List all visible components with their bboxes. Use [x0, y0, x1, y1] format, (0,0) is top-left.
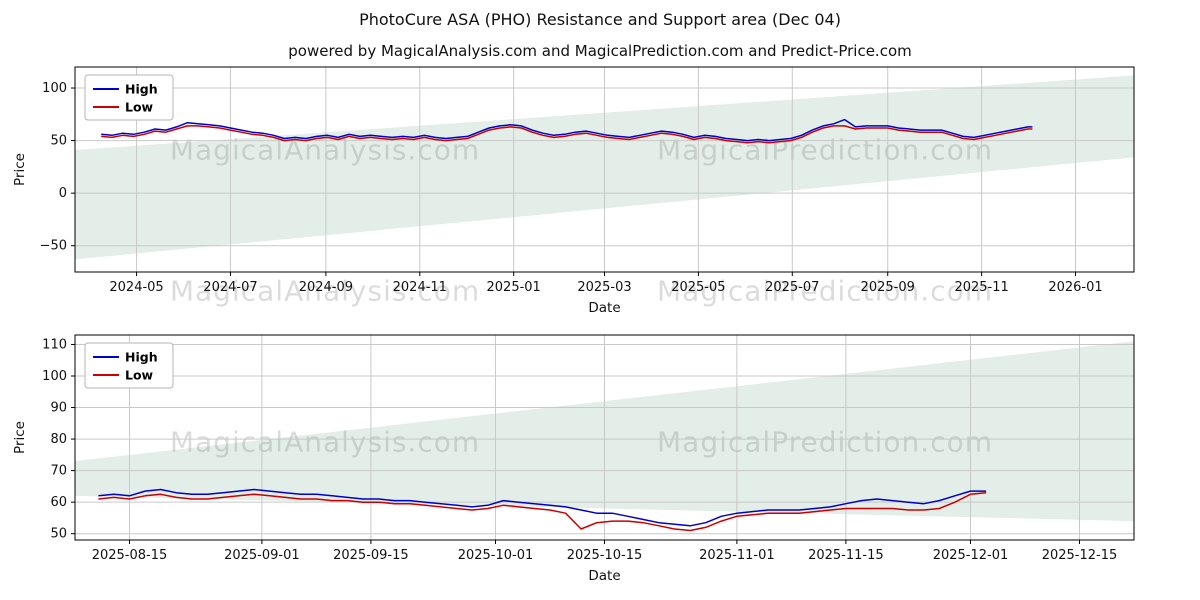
- plot-border: [74, 66, 1135, 273]
- bottom-price-chart: 2025-08-15 2025-09-01 2025-09-15 2025-10-01…: [12, 334, 1135, 584]
- low-line: [98, 491, 987, 532]
- x-tick-label: 2025-07: [765, 280, 819, 295]
- legend: High Low: [84, 342, 174, 389]
- x-tick-label: 2025-09-01: [224, 548, 300, 563]
- legend-box: [84, 342, 174, 389]
- y-tick-label: 80: [50, 432, 67, 447]
- y-axis-label: Price: [12, 153, 28, 186]
- x-tick-label: 2024-09: [299, 280, 353, 295]
- x-axis-label: Date: [588, 568, 620, 584]
- x-tick-label: 2026-01: [1048, 280, 1102, 295]
- x-tick-label: 2025-09: [861, 280, 915, 295]
- high-line: [98, 488, 987, 527]
- x-tick-label: 2024-05: [109, 280, 163, 295]
- chart-title: PhotoCure ASA (PHO) Resistance and Suppo…: [359, 10, 841, 29]
- x-tick-label: 2025-05: [671, 280, 725, 295]
- watermark-analysis: MagicalAnalysis.com: [170, 426, 480, 459]
- x-tick-label: 2025-01: [487, 280, 541, 295]
- legend-high-label: High: [125, 82, 158, 97]
- y-tick-label: 50: [50, 134, 67, 149]
- low-line: [101, 125, 1033, 144]
- y-tick-label: 70: [50, 464, 67, 479]
- y-axis-label: Price: [12, 421, 28, 454]
- x-tick-label: 2024-07: [203, 280, 257, 295]
- legend-high-label: High: [125, 350, 158, 365]
- y-tick-label: 110: [42, 337, 67, 352]
- x-axis-label: Date: [588, 300, 620, 316]
- x-tick-label: 2025-10-01: [458, 548, 534, 563]
- x-tick-label: 2025-09-15: [333, 548, 409, 563]
- top-price-chart: 2024-05 2024-07 2024-09 2024-11 2025-01 2025-…: [12, 66, 1135, 316]
- y-tick-label: 0: [59, 186, 67, 201]
- x-tick-label: 2025-11-15: [808, 548, 884, 563]
- high-line: [101, 118, 1033, 142]
- plot-border: [74, 334, 1135, 541]
- legend-low-label: Low: [125, 100, 154, 115]
- y-tick-label: 50: [50, 527, 67, 542]
- legend-box: [84, 74, 174, 121]
- legend-low-label: Low: [125, 368, 154, 383]
- x-tick-label: 2025-11-01: [699, 548, 775, 563]
- x-tick-label: 2025-11: [954, 280, 1008, 295]
- x-tick-label: 2025-12-01: [933, 548, 1009, 563]
- x-tick-label: 2024-11: [393, 280, 447, 295]
- x-tick-label: 2025-12-15: [1042, 548, 1118, 563]
- x-tick-label: 2025-10-15: [567, 548, 643, 563]
- legend: High Low: [84, 74, 174, 121]
- watermark-analysis: MagicalAnalysis.com: [170, 134, 480, 167]
- y-tick-label: 100: [42, 369, 67, 384]
- y-tick-label: 60: [50, 495, 67, 510]
- y-tick-label: 100: [42, 81, 67, 96]
- x-tick-label: 2025-08-15: [92, 548, 168, 563]
- watermark-analysis: MagicalAnalysis.com: [169, 274, 481, 308]
- y-tick-label: 90: [50, 401, 67, 416]
- y-tick-label: −50: [40, 239, 67, 254]
- chart-subtitle: powered by MagicalAnalysis.com and Magic…: [288, 42, 912, 60]
- watermark-prediction: MagicalPrediction.com: [657, 274, 993, 308]
- x-tick-label: 2025-03: [577, 280, 631, 295]
- watermark-prediction: MagicalPrediction.com: [657, 426, 993, 459]
